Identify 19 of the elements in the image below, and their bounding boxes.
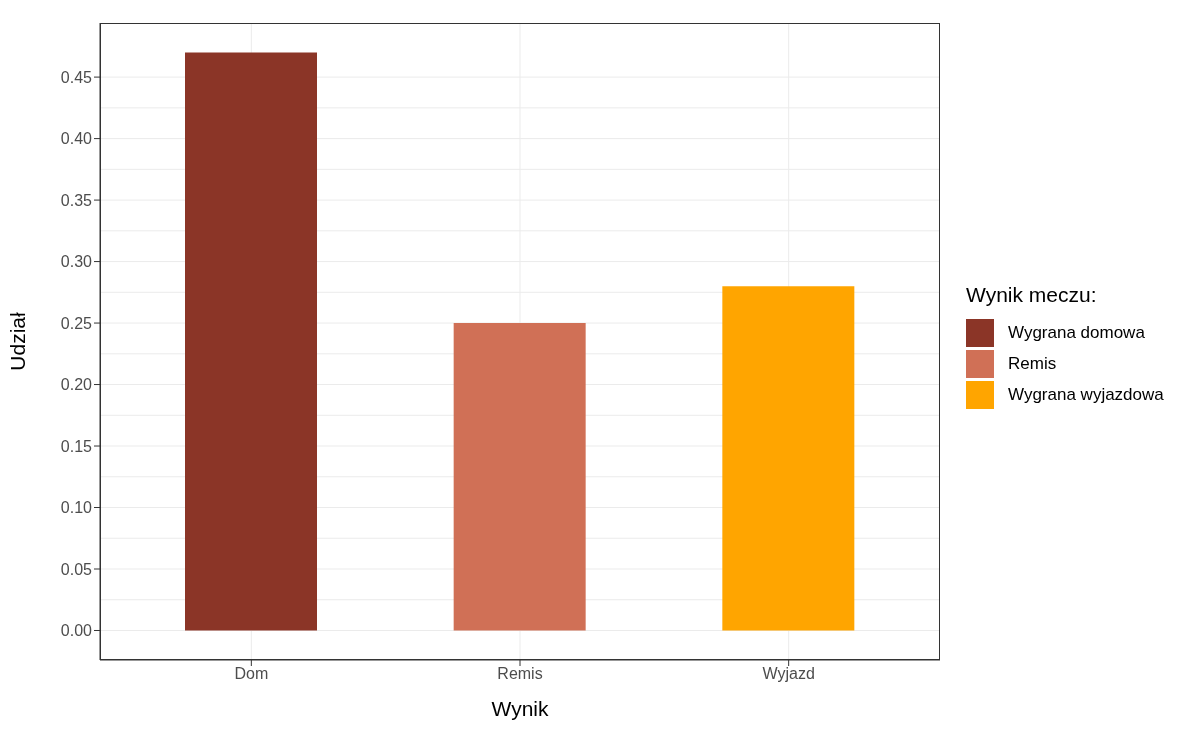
y-tick-label: 0.45: [60, 68, 93, 86]
x-tick-label: Dom: [234, 665, 269, 683]
legend-title: Wynik meczu:: [966, 283, 1098, 307]
y-tick-label: 0.00: [60, 622, 93, 640]
y-tick-label: 0.05: [60, 560, 93, 578]
y-tick-label: 0.35: [60, 191, 93, 209]
y-axis-title: Udział: [6, 311, 30, 371]
x-axis-title: Wynik: [491, 697, 549, 720]
legend-label: Wygrana domowa: [1008, 322, 1145, 343]
y-tick-label: 0.30: [60, 253, 93, 271]
legend-label: Wygrana wyjazdowa: [1008, 384, 1164, 405]
legend-label: Remis: [1008, 353, 1057, 374]
x-tick-label: Wyjazd: [762, 665, 815, 683]
x-tick-label: Remis: [497, 665, 543, 683]
y-tick-label: 0.10: [60, 499, 93, 517]
y-tick-label: 0.40: [60, 130, 93, 148]
y-tick-label: 0.15: [60, 437, 93, 455]
y-tick-label: 0.25: [60, 314, 93, 332]
y-tick-label: 0.20: [60, 376, 93, 394]
